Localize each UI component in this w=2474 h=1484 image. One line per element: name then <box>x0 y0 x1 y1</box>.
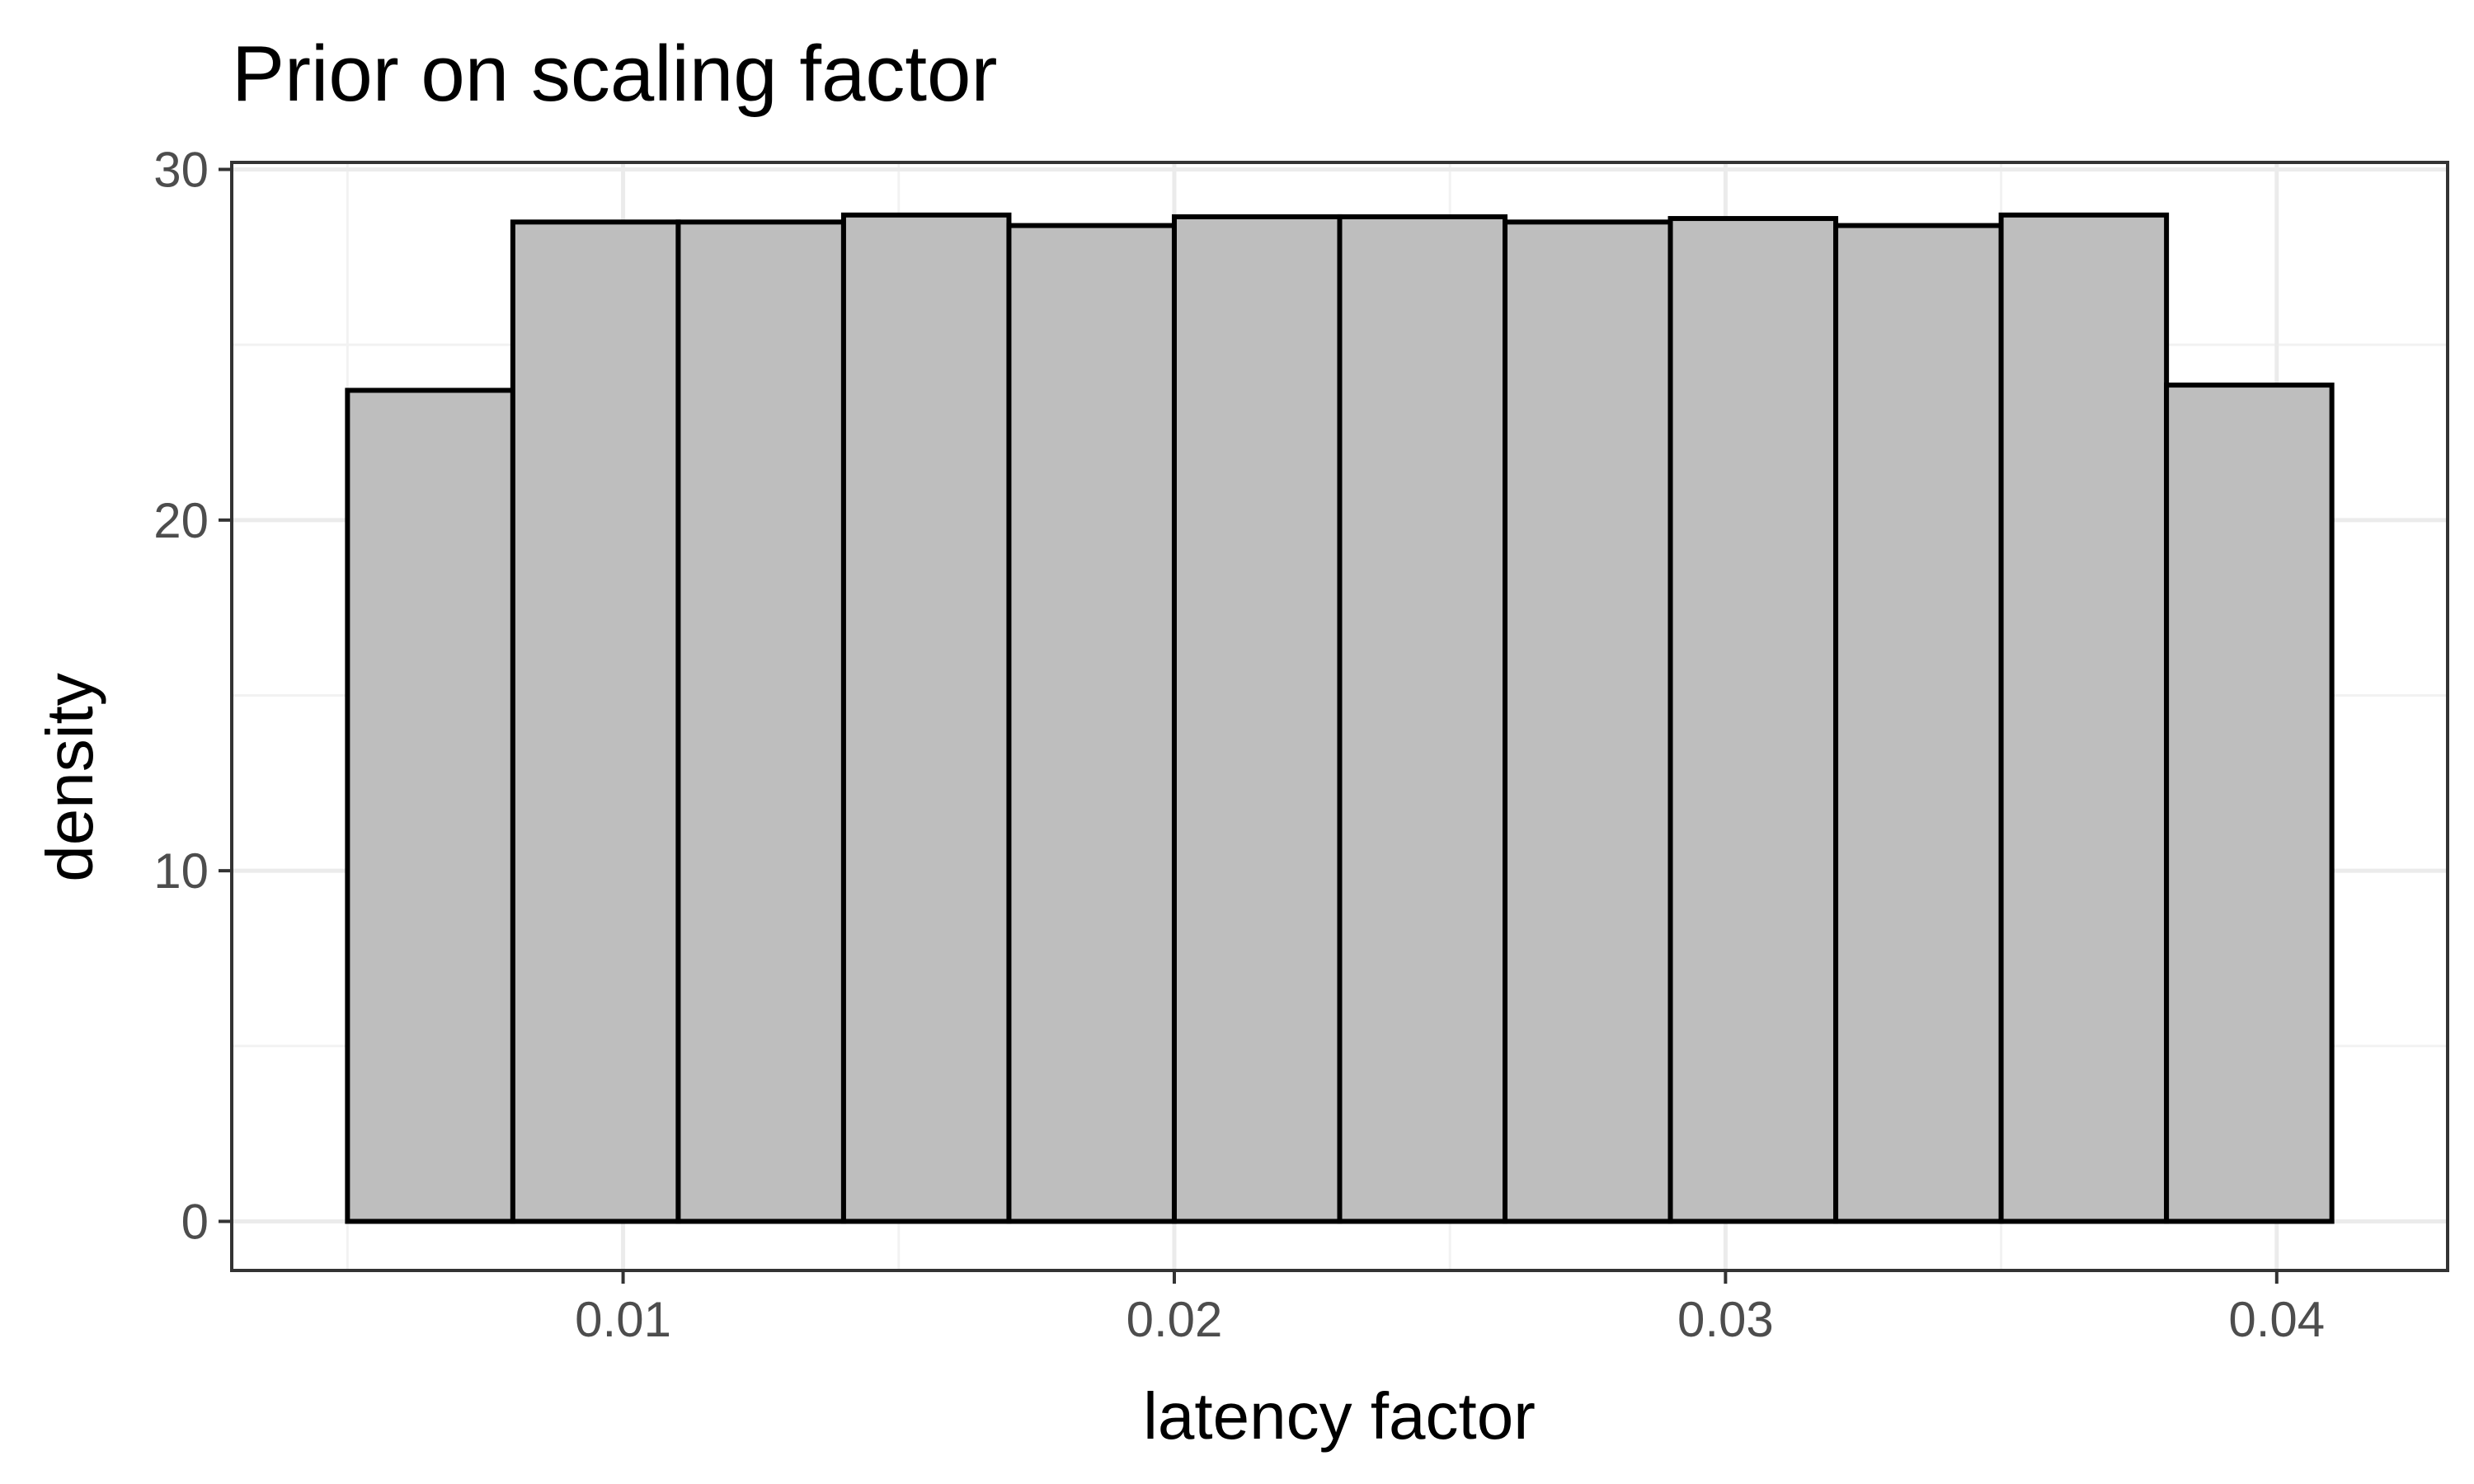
histogram-bar <box>1667 216 1839 1224</box>
histogram-bar <box>1998 212 2170 1224</box>
histogram-bar <box>1833 223 2004 1224</box>
bars <box>345 212 2335 1224</box>
y-axis-title: density <box>33 673 106 881</box>
x-tick-label: 0.02 <box>1126 1292 1223 1347</box>
chart-title: Prior on scaling factor <box>232 30 997 118</box>
histogram-bar <box>1006 223 1177 1224</box>
y-tick-label: 0 <box>181 1194 209 1249</box>
histogram-bar <box>1503 219 1673 1224</box>
histogram-bar <box>345 387 515 1224</box>
histogram-bar <box>2164 383 2335 1224</box>
x-tick-label: 0.04 <box>2228 1292 2325 1347</box>
histogram-bar <box>1337 214 1508 1224</box>
histogram-bar <box>1171 214 1343 1224</box>
histogram-bar <box>675 219 846 1224</box>
y-tick-label: 10 <box>153 843 209 899</box>
axes: 0.01 0.02 0.03 0.04 0 10 20 30 <box>153 143 2325 1347</box>
histogram-bar <box>840 212 1012 1224</box>
x-tick-label: 0.03 <box>1677 1292 1774 1347</box>
y-tick-label: 30 <box>153 143 209 198</box>
x-tick-label: 0.01 <box>575 1292 671 1347</box>
x-axis-title: latency factor <box>1143 1379 1536 1453</box>
y-tick-label: 20 <box>153 493 209 548</box>
histogram-bar <box>510 219 681 1224</box>
plot-panel-border <box>230 161 2449 1272</box>
